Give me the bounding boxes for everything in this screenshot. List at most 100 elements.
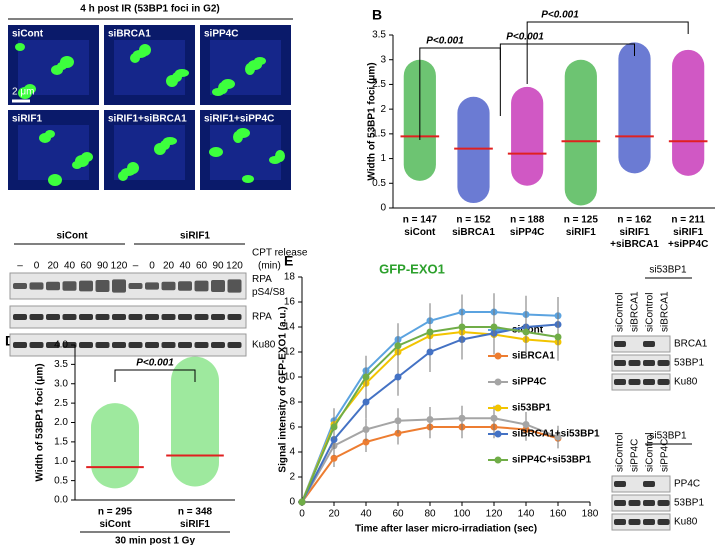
- y-tick-label: 0: [380, 203, 386, 214]
- band: [178, 281, 192, 291]
- band: [112, 342, 126, 348]
- band: [79, 342, 93, 348]
- scale-bar-label: 2 μm: [12, 87, 34, 98]
- band: [211, 342, 225, 348]
- band: [643, 481, 655, 487]
- band: [13, 283, 27, 289]
- band: [657, 379, 670, 385]
- lane-label: 60: [196, 261, 208, 272]
- band: [95, 280, 110, 292]
- blot-strip: [9, 305, 247, 329]
- band: [29, 314, 44, 320]
- legend-label: siPP4C: [512, 377, 546, 388]
- lane-label: –: [133, 261, 139, 272]
- image-label: siBRCA1: [108, 29, 151, 40]
- x-tick-label: 20: [328, 509, 340, 520]
- annotation: P<0.001: [136, 358, 174, 369]
- band: [614, 341, 626, 347]
- band: [46, 314, 60, 320]
- band: [614, 379, 626, 385]
- lane-label: –: [17, 261, 23, 272]
- y-axis-label: Width of 53BP1 foci (μm): [35, 363, 46, 481]
- band: [628, 360, 641, 366]
- band: [227, 342, 242, 348]
- panel-a-title: 4 h post IR (53BP1 foci in G2): [80, 4, 219, 15]
- band: [194, 280, 209, 292]
- swarm-spread: [511, 86, 544, 186]
- focus: [127, 162, 139, 174]
- bracket: [526, 21, 689, 84]
- point: [298, 498, 306, 506]
- focus: [15, 43, 25, 51]
- y-tick-label: 0.5: [372, 178, 386, 189]
- lane-label: 20: [163, 261, 175, 272]
- lane-label: siBRCA1: [630, 291, 641, 332]
- x-tick-label: siBRCA1: [452, 227, 495, 238]
- band: [95, 314, 110, 320]
- swarm-spread: [457, 96, 490, 204]
- band: [79, 280, 93, 292]
- lane-label: siBRCA1: [660, 291, 671, 332]
- panel-label: B: [372, 7, 382, 23]
- y-tick-label: 3: [380, 54, 386, 65]
- point: [394, 373, 402, 381]
- band: [128, 314, 143, 320]
- y-tick-label: 0: [289, 497, 295, 508]
- focus: [81, 152, 93, 162]
- y-tick-label: 1.0: [54, 456, 68, 467]
- legend-label: siPP4C+si53BP1: [512, 455, 592, 466]
- point: [554, 333, 562, 341]
- n-label: n = 211: [671, 215, 705, 226]
- y-tick-label: 1.5: [54, 437, 68, 448]
- band: [128, 283, 143, 289]
- legend-marker: [494, 430, 502, 438]
- band: [614, 360, 626, 366]
- lane-label: 20: [47, 261, 59, 272]
- y-tick-label: 4: [289, 447, 295, 458]
- blot-row: RPA: [252, 312, 272, 323]
- blot-row: PP4C: [674, 479, 700, 490]
- n-label: n = 295: [98, 507, 133, 518]
- x-tick-label: siRIF1 +siBRCA1: [610, 227, 659, 250]
- focus: [175, 69, 189, 77]
- y-tick-label: 1: [380, 153, 386, 164]
- band: [145, 314, 159, 320]
- blot-strip: [611, 475, 671, 493]
- n-label: n = 348: [178, 507, 213, 518]
- y-tick-label: 10: [284, 372, 296, 383]
- band: [13, 342, 27, 348]
- blot-strip: [611, 335, 671, 353]
- blot-strip: [611, 513, 671, 531]
- point: [426, 348, 434, 356]
- point: [522, 421, 530, 428]
- legend-marker: [494, 352, 502, 360]
- blot-strip: [611, 494, 671, 512]
- band: [643, 379, 655, 385]
- lane-label: 90: [97, 261, 109, 272]
- blot-row: RPA pS4/S8: [252, 274, 285, 298]
- focus: [60, 56, 74, 68]
- lane-label: 90: [212, 261, 224, 272]
- x-tick-label: 180: [582, 509, 599, 520]
- swarm-spread: [618, 42, 651, 174]
- band: [657, 360, 670, 366]
- bracket: [114, 369, 196, 382]
- x-tick-label: 0: [299, 509, 305, 520]
- band: [178, 314, 192, 320]
- band: [194, 314, 209, 320]
- point: [362, 373, 370, 381]
- band: [657, 519, 670, 525]
- x-axis-label: 30 min post 1 Gy: [115, 536, 195, 545]
- x-tick-label: siRIF1 +siPP4C: [668, 227, 708, 250]
- treatment: CPT release: [252, 248, 308, 259]
- annotation: P<0.001: [506, 32, 544, 43]
- focus: [221, 79, 235, 89]
- lane-label: 0: [34, 261, 40, 272]
- point: [426, 328, 434, 336]
- band: [657, 500, 670, 506]
- y-tick-label: 3.5: [372, 30, 386, 41]
- swarm-spread: [672, 49, 705, 176]
- x-tick-label: siRIF1: [180, 519, 210, 530]
- focus: [242, 175, 254, 183]
- blot-strip: [611, 354, 671, 372]
